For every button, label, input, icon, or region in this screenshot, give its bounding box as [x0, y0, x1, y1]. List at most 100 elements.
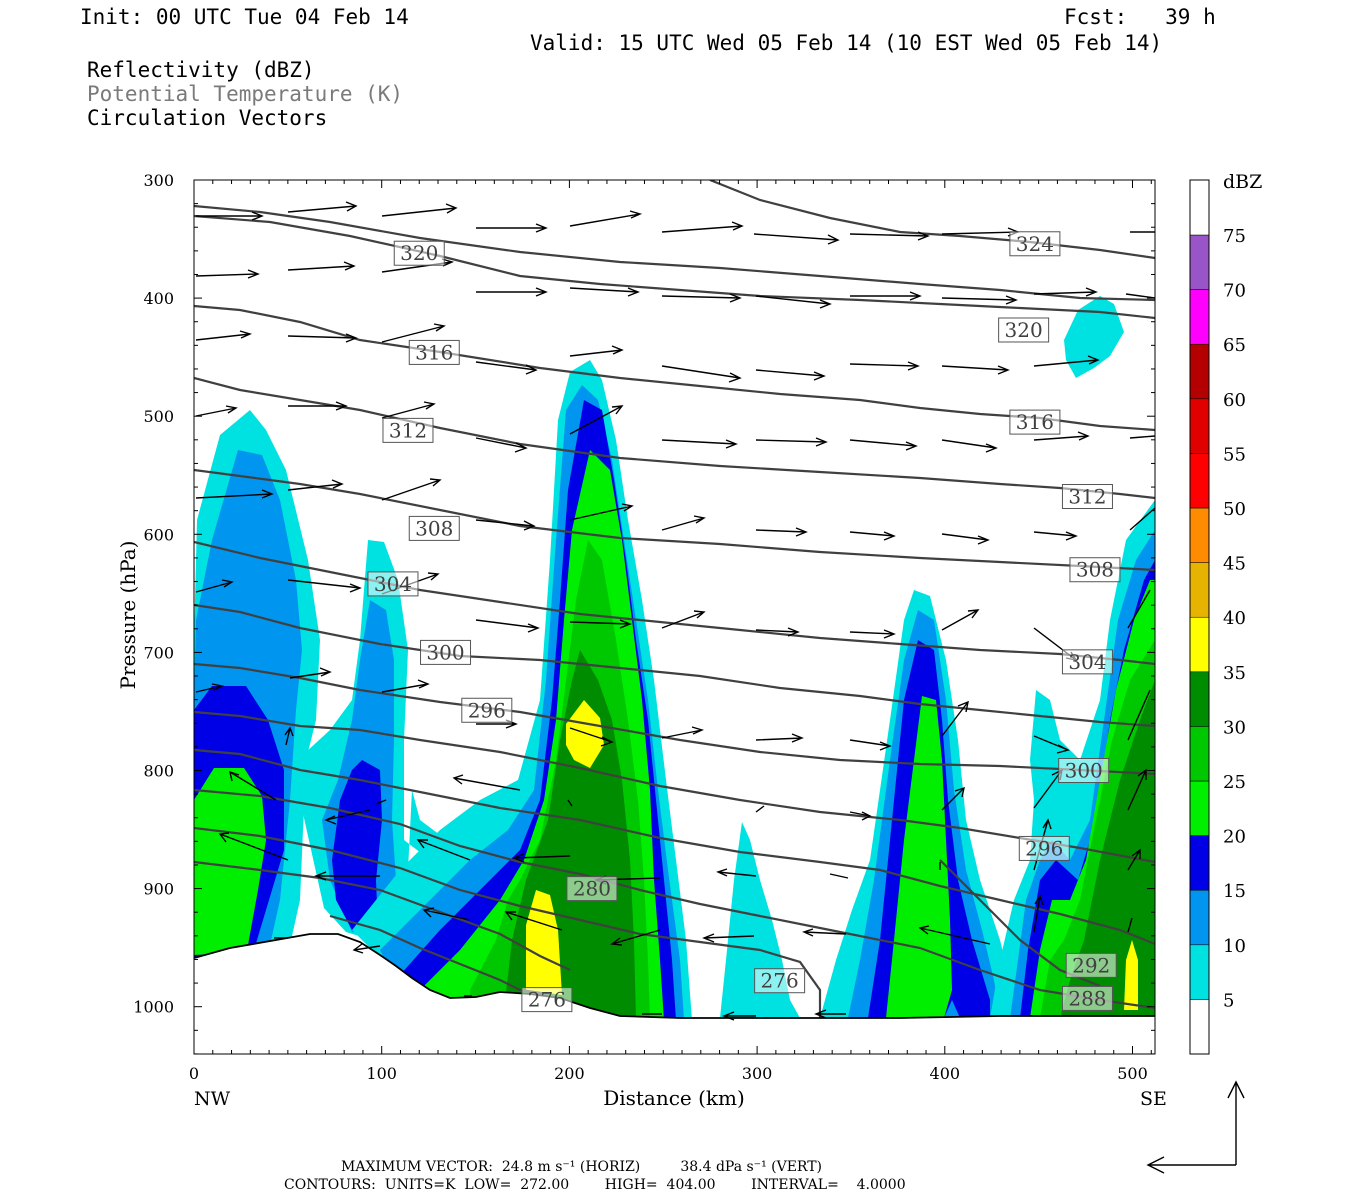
theta-label-box [461, 697, 513, 723]
y-tick-label: 800 [143, 762, 174, 781]
theta-contour-label: 300 [1058, 758, 1110, 783]
x-tick-label: 100 [366, 1064, 397, 1083]
colorbar-swatch [1189, 398, 1210, 454]
colorbar-level-label: 40 [1223, 608, 1246, 629]
refl-cell-5-20 [886, 696, 952, 1018]
contour-info: CONTOURS: UNITS=K LOW= 272.00 HIGH= 404.… [284, 1177, 906, 1193]
x-endpoint-nw: NW [194, 1088, 231, 1110]
theta-contour-label: 304 [1061, 649, 1113, 675]
colorbar-level-label: 65 [1223, 335, 1246, 356]
colorbar-swatch-top [1189, 179, 1210, 236]
y-tick-label: 1000 [133, 998, 174, 1017]
theta-label-box [382, 417, 434, 443]
theta-label-text: 304 [374, 572, 412, 596]
colorbar-swatch [1189, 999, 1210, 1055]
theta-contour-label: 292 [1065, 952, 1117, 978]
field-potential-temperature: Potential Temperature (K) [87, 82, 404, 106]
theta-contour-label: 316 [1009, 409, 1061, 435]
theta-label-text: 280 [573, 877, 611, 901]
theta-label-box [521, 987, 573, 1013]
y-tick-label: 700 [143, 643, 174, 662]
theta-label-box [1009, 231, 1061, 257]
theta-label-text: 320 [1005, 318, 1043, 342]
theta-label-text: 276 [528, 988, 566, 1012]
theta-contour-label: 312 [382, 417, 434, 443]
theta-label-text: 324 [1016, 232, 1054, 256]
colorbar-swatch [1189, 835, 1210, 891]
theta-label-box [998, 317, 1050, 343]
y-tick-label: 400 [143, 289, 174, 308]
terrain-line [194, 933, 1155, 1019]
colorbar-frame [1189, 179, 1210, 1055]
theta-label-box [754, 968, 806, 994]
theta-contour-label: 296 [1018, 835, 1070, 861]
theta-label-box [1058, 758, 1110, 783]
colorbar-level-label: 35 [1223, 663, 1246, 684]
theta-label-box [408, 339, 460, 365]
theta-label-text: 320 [400, 241, 438, 265]
colorbar-swatch [1189, 343, 1210, 400]
colorbar-level-label: 15 [1223, 881, 1246, 902]
x-tick-label: 400 [930, 1064, 961, 1083]
theta-label-text: 276 [761, 969, 799, 993]
theta-label-text: 300 [426, 640, 464, 664]
colorbar-level-label: 55 [1223, 444, 1246, 465]
refl-cell-main-35-upper [566, 700, 604, 768]
theta-label-text: 312 [1068, 485, 1106, 509]
colorbar-level-label: 30 [1223, 717, 1246, 738]
theta-label-box [408, 515, 460, 541]
theta-contour-label: 300 [420, 639, 472, 665]
init-time: Init: 00 UTC Tue 04 Feb 14 [80, 5, 409, 29]
refl-cell-upper-5 [1064, 296, 1124, 378]
y-tick-label: 500 [143, 407, 174, 426]
theta-contour-label: 304 [367, 571, 419, 597]
colorbar-swatch [1189, 726, 1210, 782]
forecast-hour: Fcst: 39 h [1064, 5, 1216, 29]
theta-label-box [420, 639, 472, 665]
theta-label-text: 292 [1072, 953, 1110, 977]
y-axis-title: Pressure (hPa) [116, 541, 140, 690]
refl-cell-se-35 [1124, 940, 1138, 1010]
colorbar-swatch [1189, 562, 1210, 618]
colorbar-swatch [1189, 289, 1210, 345]
theta-contour-label: 308 [1069, 557, 1121, 583]
y-tick-label: 300 [143, 171, 174, 190]
theta-contour-label: 276 [521, 987, 573, 1013]
refl-cell-nw-20 [194, 768, 266, 955]
refl-cell-main-35-lower [526, 890, 562, 995]
colorbar-swatch [1189, 507, 1210, 563]
x-tick-label: 300 [742, 1064, 773, 1083]
plot-frame [193, 179, 1156, 1055]
theta-label-box [566, 876, 618, 902]
theta-label-box [393, 240, 445, 266]
terrain-mask [194, 934, 1155, 1054]
theta-label-box [1065, 952, 1117, 978]
theta-label-text: 296 [1025, 836, 1063, 860]
x-endpoint-se: SE [1140, 1088, 1167, 1110]
field-reflectivity: Reflectivity (dBZ) [87, 58, 315, 82]
theta-label-text: 304 [1068, 650, 1106, 674]
theta-contour-label: 312 [1061, 484, 1113, 510]
colorbar-swatch [1189, 889, 1210, 946]
theta-label-text: 316 [415, 340, 453, 364]
y-tick-label: 600 [143, 525, 174, 544]
theta-contour-label: 320 [998, 317, 1050, 343]
theta-contour-label: 316 [408, 339, 460, 365]
theta-contour-label: 324 [1009, 231, 1061, 257]
colorbar-level-label: 20 [1223, 827, 1246, 848]
x-tick-label: 200 [554, 1064, 585, 1083]
theta-label-text: 308 [415, 516, 453, 540]
theta-label-box [367, 571, 419, 597]
theta-contour-label: 320 [393, 240, 445, 266]
theta-label-text: 288 [1068, 986, 1106, 1010]
reference-vector-key [1146, 1080, 1245, 1174]
theta-contour-label: 296 [461, 697, 513, 723]
theta-label-text: 312 [389, 418, 427, 442]
colorbar-swatch [1189, 944, 1210, 1000]
colorbar-level-label: 60 [1223, 390, 1246, 411]
colorbar-unit: dBZ [1223, 171, 1262, 193]
x-axis-title: Distance (km) [603, 1086, 745, 1110]
field-circulation-vectors: Circulation Vectors [87, 106, 328, 130]
theta-label-box [1061, 985, 1113, 1011]
colorbar-level-label: 75 [1223, 226, 1246, 247]
